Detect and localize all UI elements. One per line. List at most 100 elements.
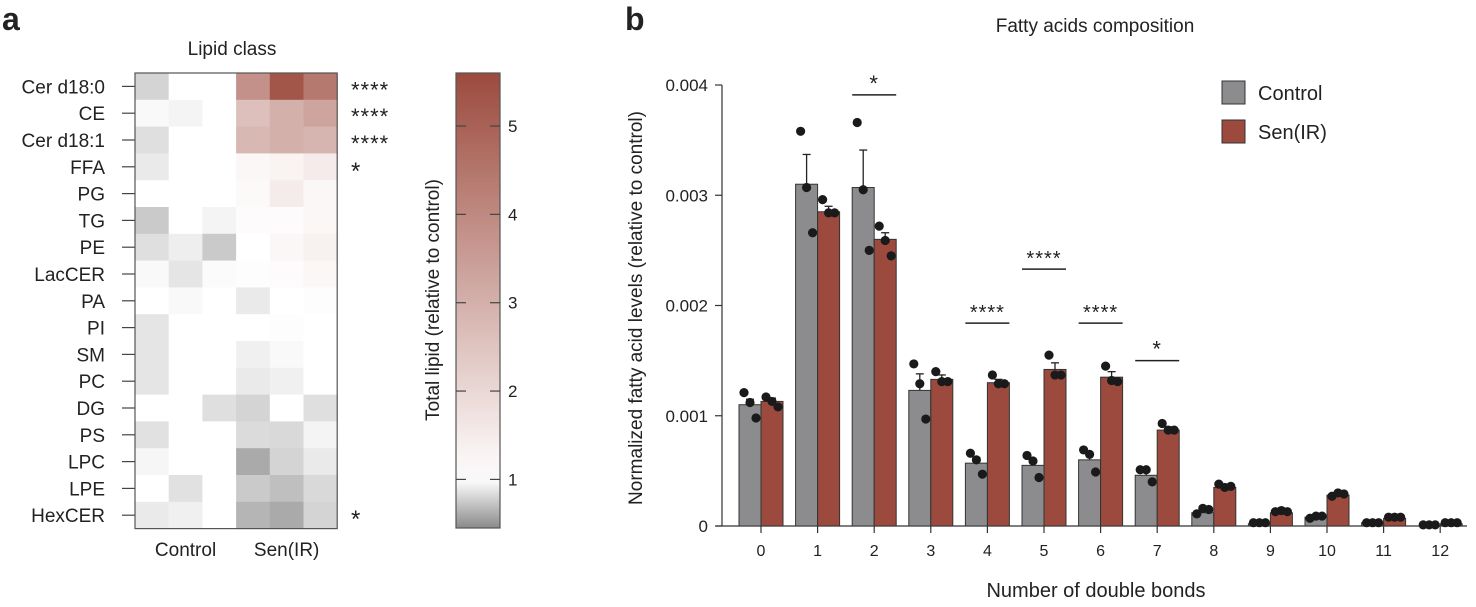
row-label: CE: [79, 104, 105, 125]
row-label: TG: [79, 211, 105, 232]
bar-senir: [986, 382, 1010, 527]
bar-chart-ylabel: Normalized fatty acid levels (relative t…: [626, 111, 647, 505]
data-point: [858, 185, 868, 195]
significance-mark: ****: [1026, 248, 1061, 270]
heatmap-cell: [303, 233, 338, 262]
panel-label-b: b: [625, 1, 645, 37]
data-point: [818, 195, 828, 205]
heatmap-cell: [269, 126, 304, 154]
heatmap-cell: [168, 207, 203, 235]
heatmap-cell: [135, 501, 170, 530]
legend-label: Sen(IR): [1258, 122, 1327, 144]
heatmap-cell: [135, 314, 170, 342]
x-tick-label: 0: [757, 543, 766, 560]
significance-mark: ****: [1083, 302, 1118, 324]
heatmap-cell: [202, 126, 237, 154]
column-group-label: Control: [155, 540, 216, 561]
heatmap-cell: [135, 180, 170, 208]
bar-chart-xlabel: Number of double bonds: [986, 580, 1205, 602]
data-point: [999, 379, 1010, 389]
heatmap-cell: [135, 475, 170, 503]
heatmap-cell: [202, 341, 237, 369]
row-label: PA: [81, 292, 105, 313]
heatmap-cell: [135, 421, 170, 449]
data-point: [864, 245, 874, 255]
bar-senir: [1156, 429, 1180, 527]
heatmap-cell: [303, 448, 338, 476]
y-tick-label: 0.004: [665, 76, 708, 95]
y-tick-label: 0.003: [665, 186, 708, 205]
heatmap-cell: [236, 153, 271, 181]
data-point: [1226, 481, 1236, 491]
heatmap-cell: [303, 421, 338, 449]
row-label: PG: [78, 185, 105, 206]
heatmap-cell: [269, 501, 304, 530]
heatmap-border: [134, 72, 338, 530]
heatmap-cell: [269, 394, 304, 422]
data-point: [1260, 518, 1270, 528]
heatmap-cell: [269, 367, 304, 396]
heatmap-cell: [135, 394, 170, 422]
data-point: [1034, 472, 1044, 483]
data-point: [977, 469, 988, 479]
heatmap-cell: [269, 99, 304, 128]
data-point: [943, 376, 953, 387]
heatmap-cell: [303, 367, 338, 396]
row-label: PI: [87, 319, 105, 340]
bar-senir: [1100, 376, 1124, 527]
x-tick-label: 11: [1375, 543, 1392, 560]
x-tick-label: 4: [983, 543, 992, 560]
heatmap-cell: [135, 260, 170, 288]
row-label: Cer d18:0: [22, 77, 105, 98]
heatmap-cell: [269, 153, 304, 181]
data-point: [852, 117, 862, 128]
data-point: [1339, 489, 1349, 499]
data-point: [1282, 507, 1292, 517]
heatmap-cell: [303, 501, 338, 530]
heatmap-cell: [269, 207, 304, 235]
row-label: PC: [79, 372, 105, 393]
colorbar-tick-label: 2: [508, 382, 517, 401]
heatmap-cell: [236, 287, 271, 315]
heatmap-cell: [168, 448, 203, 476]
row-label: LPC: [68, 453, 105, 474]
heatmap-cell: [135, 99, 170, 128]
row-label: FFA: [70, 158, 105, 179]
heatmap-cell: [168, 421, 203, 449]
heatmap-cell: [236, 126, 271, 154]
colorbar-tick-label: 5: [508, 117, 517, 136]
heatmap-cell: [269, 341, 304, 369]
heatmap-cell: [202, 207, 237, 235]
heatmap-cell: [236, 367, 271, 396]
heatmap-cell: [135, 73, 170, 101]
heatmap-cell: [168, 233, 203, 262]
data-point: [971, 455, 982, 465]
x-tick-label: 3: [926, 543, 935, 560]
data-point: [1101, 361, 1111, 371]
significance-mark: *: [351, 506, 361, 533]
heatmap-cell: [202, 367, 237, 396]
heatmap-cell: [168, 501, 203, 530]
heatmap-cell: [168, 394, 203, 422]
heatmap-cell: [135, 341, 170, 369]
data-point: [987, 370, 998, 380]
data-point: [965, 448, 976, 458]
data-point: [1430, 520, 1440, 530]
heatmap-cell: [236, 73, 271, 101]
heatmap-cell: [168, 314, 203, 342]
legend-label: Control: [1258, 83, 1322, 105]
heatmap-cell: [168, 99, 203, 128]
heatmap-cell: [236, 421, 271, 449]
bar-senir: [1043, 368, 1067, 527]
heatmap-cell: [168, 153, 203, 181]
heatmap-cell: [202, 73, 237, 101]
data-point: [1141, 465, 1151, 475]
data-point: [880, 235, 890, 246]
row-label: HexCER: [31, 506, 105, 527]
heatmap-cell: [236, 501, 271, 530]
data-point: [1317, 511, 1327, 521]
heatmap-cell: [269, 233, 304, 262]
heatmap-cell: [202, 314, 237, 342]
heatmap-cell: [303, 99, 338, 128]
